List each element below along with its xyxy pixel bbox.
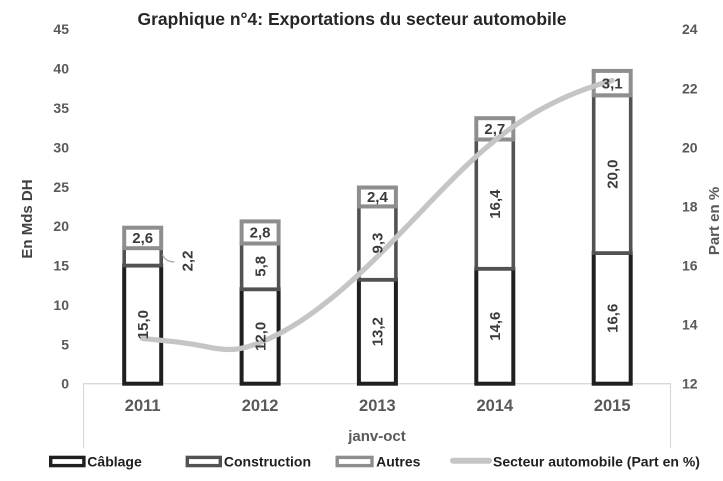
- svg-text:2013: 2013: [359, 397, 396, 415]
- svg-text:5,8: 5,8: [252, 256, 269, 277]
- svg-text:22: 22: [682, 80, 698, 96]
- svg-text:Secteur automobile (Part en %): Secteur automobile (Part en %): [493, 454, 700, 470]
- svg-text:14: 14: [682, 317, 698, 333]
- svg-text:2,2: 2,2: [180, 251, 197, 272]
- svg-text:Part en %: Part en %: [706, 187, 723, 255]
- svg-text:15,0: 15,0: [135, 310, 152, 339]
- svg-text:2015: 2015: [594, 397, 631, 415]
- svg-text:40: 40: [53, 61, 69, 77]
- svg-text:0: 0: [61, 376, 69, 392]
- svg-text:2,7: 2,7: [484, 121, 505, 138]
- svg-text:2,6: 2,6: [132, 230, 153, 247]
- svg-text:24: 24: [682, 21, 698, 37]
- svg-text:16: 16: [682, 258, 698, 274]
- svg-text:20: 20: [53, 218, 69, 234]
- svg-text:20,0: 20,0: [604, 159, 621, 188]
- svg-text:En Mds DH: En Mds DH: [19, 179, 36, 258]
- svg-text:3,1: 3,1: [602, 75, 623, 92]
- svg-text:16,6: 16,6: [604, 304, 621, 333]
- svg-text:20: 20: [682, 139, 698, 155]
- svg-text:Câblage: Câblage: [87, 454, 142, 470]
- svg-text:14,6: 14,6: [487, 312, 504, 341]
- svg-text:Graphique n°4: Exportations du: Graphique n°4: Exportations du secteur a…: [138, 9, 567, 29]
- svg-text:2012: 2012: [242, 397, 279, 415]
- svg-text:12,0: 12,0: [252, 322, 269, 351]
- svg-text:12: 12: [682, 376, 698, 392]
- svg-text:30: 30: [53, 139, 69, 155]
- svg-text:2,8: 2,8: [250, 225, 271, 242]
- svg-text:Autres: Autres: [376, 454, 421, 470]
- svg-text:45: 45: [53, 21, 69, 37]
- svg-text:Construction: Construction: [224, 454, 311, 470]
- svg-text:2011: 2011: [125, 397, 161, 415]
- svg-text:25: 25: [53, 179, 69, 195]
- svg-text:16,4: 16,4: [487, 189, 504, 219]
- svg-text:2014: 2014: [476, 397, 514, 415]
- svg-text:2,4: 2,4: [367, 189, 389, 206]
- svg-text:18: 18: [682, 199, 698, 215]
- svg-text:13,2: 13,2: [370, 317, 387, 346]
- svg-text:35: 35: [53, 100, 69, 116]
- svg-text:15: 15: [53, 258, 69, 274]
- svg-text:5: 5: [61, 336, 69, 352]
- svg-text:9,3: 9,3: [370, 233, 387, 254]
- svg-text:10: 10: [53, 297, 69, 313]
- svg-text:janv-oct: janv-oct: [347, 428, 406, 445]
